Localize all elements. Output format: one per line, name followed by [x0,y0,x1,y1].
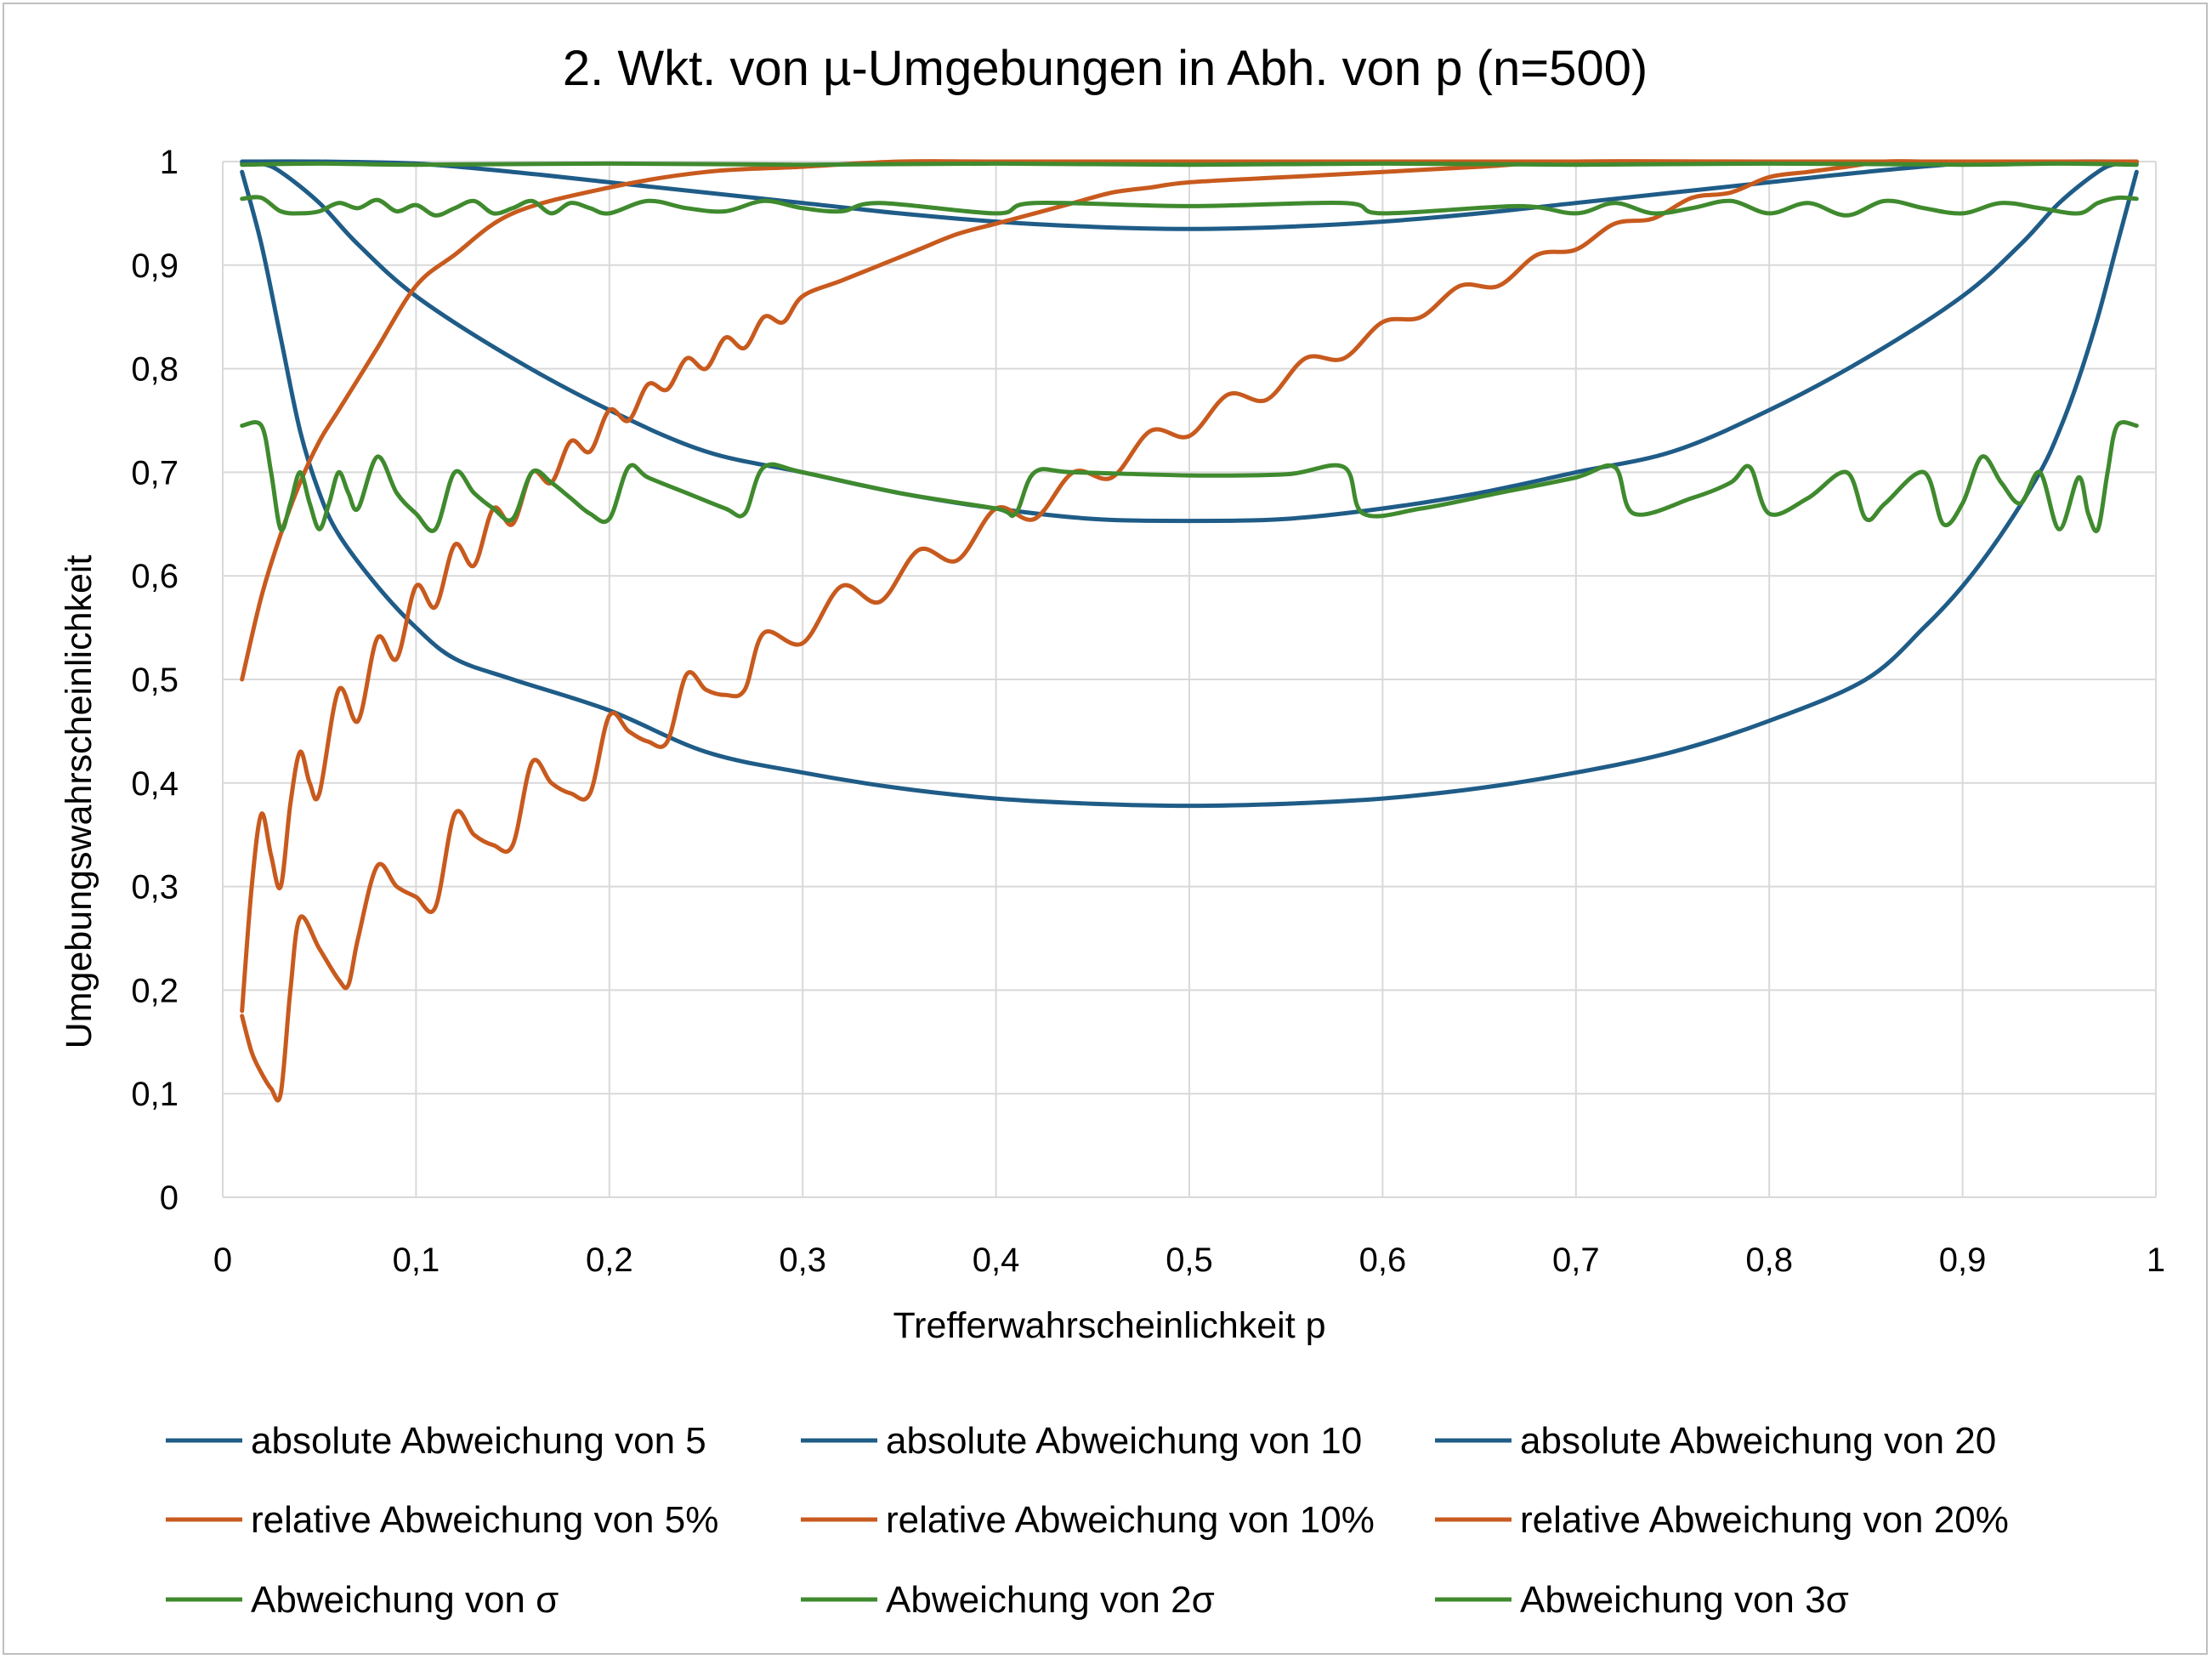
series-lines [240,159,2139,1103]
series-line-9 [240,161,2139,168]
legend-item: Abweichung von 3σ [1435,1579,1849,1621]
legend-item: relative Abweichung von 20% [1435,1499,2009,1541]
x-tick-label: 0,8 [1745,1241,1793,1279]
legend-label: relative Abweichung von 10% [886,1499,1375,1541]
legend-item: relative Abweichung von 5% [166,1499,718,1541]
series-line-5 [240,159,2139,1014]
x-axis-label: Trefferwahrscheinlichkeit p [893,1305,1325,1346]
chart-title: 2. Wkt. von µ-Umgebungen in Abh. von p (… [563,41,1648,96]
legend-label: relative Abweichung von 5% [251,1499,718,1541]
y-tick-label: 0,5 [131,662,179,699]
series-line-4 [240,159,2139,1103]
x-tick-label: 0,9 [1939,1241,1987,1279]
gridlines [222,161,2157,1198]
x-tick-label: 0,7 [1552,1241,1600,1279]
y-tick-label: 0,4 [131,765,179,803]
x-tick-label: 1 [2147,1241,2165,1279]
legend-label: absolute Abweichung von 5 [251,1420,706,1462]
legend-item: relative Abweichung von 10% [801,1499,1375,1541]
y-tick-label: 0,7 [131,454,179,491]
legend-label: Abweichung von σ [251,1579,559,1621]
x-tick-labels: 0 0,1 0,2 0,3 0,4 0,5 0,6 0,7 0,8 0,9 1 [213,1241,2165,1279]
legend-item: absolute Abweichung von 10 [801,1420,1362,1462]
legend-label: Abweichung von 2σ [886,1579,1215,1621]
y-tick-label: 0,9 [131,247,179,285]
x-tick-label: 0,5 [1166,1241,1213,1279]
legend-label: Abweichung von 3σ [1520,1579,1849,1621]
legend-item: Abweichung von σ [166,1579,559,1621]
y-tick-label: 1 [160,144,179,181]
x-tick-label: 0,2 [586,1241,633,1279]
chart-frame [3,3,2208,1655]
x-tick-label: 0,3 [779,1241,826,1279]
series-line-2 [240,161,2139,524]
legend-item: Abweichung von 2σ [801,1579,1215,1621]
x-tick-label: 0,6 [1359,1241,1407,1279]
y-tick-label: 0 [160,1179,179,1217]
series-line-7 [240,420,2139,533]
legend-item: absolute Abweichung von 20 [1435,1420,1996,1462]
y-tick-label: 0,3 [131,869,179,906]
y-tick-label: 0,2 [131,972,179,1009]
legend-label: absolute Abweichung von 10 [886,1420,1362,1462]
legend-item: absolute Abweichung von 5 [166,1420,706,1462]
legend-label: relative Abweichung von 20% [1520,1499,2009,1541]
legend-label: absolute Abweichung von 20 [1520,1420,1996,1462]
series-line-3 [240,159,2139,231]
x-tick-label: 0,4 [973,1241,1020,1279]
y-tick-label: 0,8 [131,351,179,389]
series-line-6 [240,159,2139,682]
legend: absolute Abweichung von 5 absolute Abweic… [166,1420,2009,1621]
y-tick-labels: 0 0,1 0,2 0,3 0,4 0,5 0,6 0,7 0,8 0,9 1 [131,144,179,1217]
x-tick-label: 0 [213,1241,232,1279]
y-tick-label: 0,6 [131,558,179,595]
series-line-8 [240,195,2139,218]
y-axis-label: Umgebungswahrscheinlichkeit [59,555,99,1049]
y-tick-label: 0,1 [131,1076,179,1113]
series-line-1 [240,169,2139,809]
x-tick-label: 0,1 [393,1241,440,1279]
